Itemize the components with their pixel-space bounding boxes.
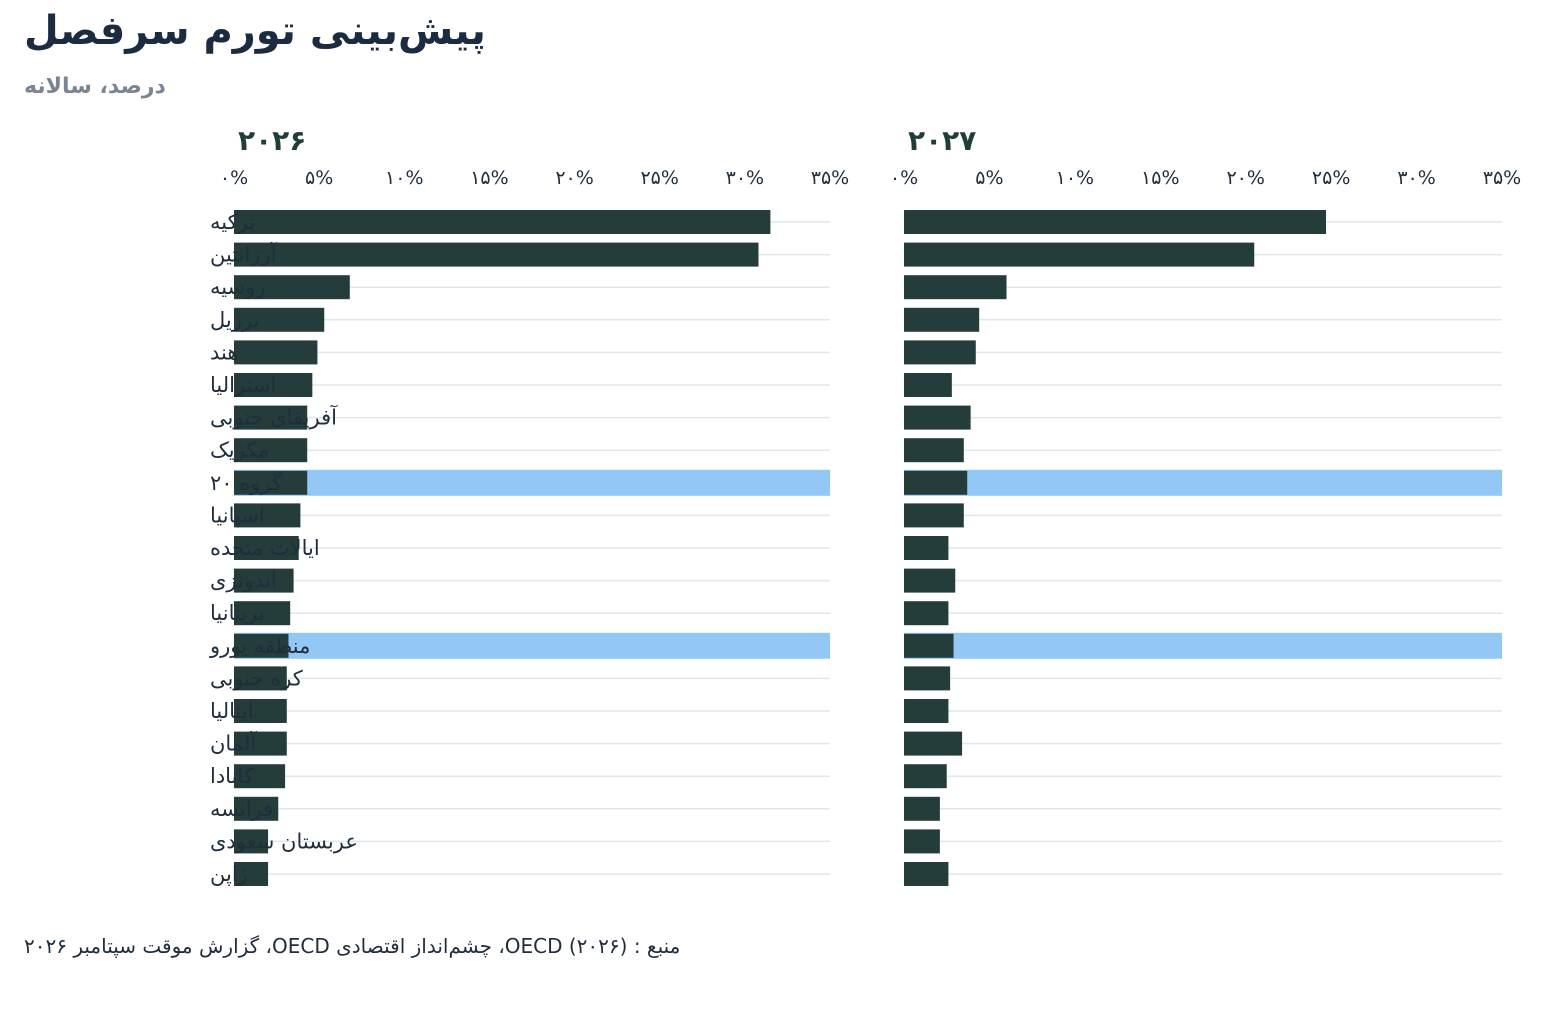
bar — [904, 796, 940, 821]
x-tick-label: ۲۰% — [1226, 167, 1264, 189]
bar — [234, 210, 771, 234]
bar — [904, 373, 952, 397]
highlight-band — [234, 469, 830, 496]
bar — [234, 862, 269, 886]
category-label: آفریقای جنوبی — [210, 405, 338, 430]
bar — [234, 829, 269, 854]
bar — [234, 242, 759, 267]
x-tick-label: ۲۵% — [1312, 167, 1350, 189]
bar — [904, 568, 956, 593]
category-label: ایالات متحده — [210, 536, 320, 560]
bar — [904, 666, 951, 691]
bar — [234, 373, 313, 397]
x-tick-label: ۲۵% — [640, 167, 678, 189]
category-label: ترکیه — [210, 210, 255, 234]
bar — [234, 503, 301, 528]
bar — [234, 568, 294, 593]
bar — [234, 731, 287, 756]
bar — [904, 307, 980, 332]
category-label: آلمان — [210, 731, 257, 756]
bar — [904, 829, 940, 854]
bar — [904, 405, 971, 430]
category-label: هند — [210, 340, 238, 364]
category-label: برزیل — [210, 308, 259, 332]
x-tick-label: ۰% — [890, 167, 918, 189]
x-tick-label: ۳۵% — [1483, 167, 1521, 189]
category-label: استرالیا — [210, 373, 276, 397]
bar — [904, 503, 964, 528]
source-note: منبع : OECD (۲۰۲۶)، چشم‌انداز اقتصادی OE… — [24, 934, 681, 958]
x-tick-label: ۲۰% — [555, 167, 593, 189]
bar — [234, 601, 291, 626]
bar — [234, 699, 287, 723]
bar — [904, 340, 976, 365]
bar — [904, 242, 1255, 267]
category-label: مکزیک — [210, 438, 269, 462]
bar — [904, 601, 949, 626]
category-label: عربستان سعودی — [210, 829, 358, 853]
category-label: فرانسه — [210, 797, 273, 821]
x-tick-label: ۳۰% — [726, 167, 764, 189]
bar — [234, 405, 308, 430]
bar — [904, 470, 968, 495]
x-tick-label: ۵% — [975, 167, 1003, 189]
bar — [904, 438, 964, 463]
bar — [904, 862, 949, 886]
bar — [234, 796, 279, 821]
x-tick-label: ۱۰% — [385, 167, 423, 189]
category-label: گروه ۲۰ — [210, 471, 282, 495]
x-tick-label: ۳۵% — [811, 167, 849, 189]
bar — [234, 666, 287, 691]
category-label: اندونزی — [210, 569, 277, 593]
panel-title: ۲۰۲۶ — [238, 124, 306, 157]
category-label: ایتالیا — [210, 699, 254, 723]
bar — [234, 340, 318, 365]
panel-title: ۲۰۲۷ — [908, 124, 976, 157]
bar — [904, 633, 954, 658]
bar — [234, 438, 308, 463]
x-tick-label: ۰% — [220, 167, 248, 189]
bar — [234, 633, 289, 658]
category-label: کانادا — [210, 764, 254, 788]
category-label: بریتانیا — [210, 601, 265, 625]
chart-title: پیش‌بینی تورم سرفصل — [24, 8, 486, 54]
bar — [234, 536, 299, 560]
highlight-band — [904, 469, 1502, 496]
category-label: منطقه یورو — [209, 634, 310, 658]
category-label: روسیه — [210, 275, 265, 299]
bar — [234, 275, 350, 300]
chart-subtitle: درصد، سالانه — [24, 74, 166, 99]
bar — [234, 764, 286, 789]
bar — [904, 731, 963, 756]
category-label: ژاپن — [210, 862, 248, 886]
highlight-band — [234, 632, 830, 659]
bar — [904, 275, 1007, 300]
bar — [904, 536, 949, 560]
bar — [904, 764, 947, 789]
bar — [234, 307, 325, 332]
x-tick-label: ۳۰% — [1397, 167, 1435, 189]
x-tick-label: ۱۰% — [1056, 167, 1094, 189]
bar — [234, 470, 308, 495]
highlight-band — [904, 632, 1502, 659]
x-tick-label: ۱۵% — [1141, 167, 1179, 189]
category-label: کره جنوبی — [210, 666, 303, 690]
x-tick-label: ۱۵% — [470, 167, 508, 189]
category-label: اسپانیا — [210, 503, 265, 527]
bar — [904, 699, 949, 723]
bar — [904, 210, 1327, 234]
category-label: آرژانتین — [210, 242, 278, 267]
x-tick-label: ۵% — [305, 167, 333, 189]
